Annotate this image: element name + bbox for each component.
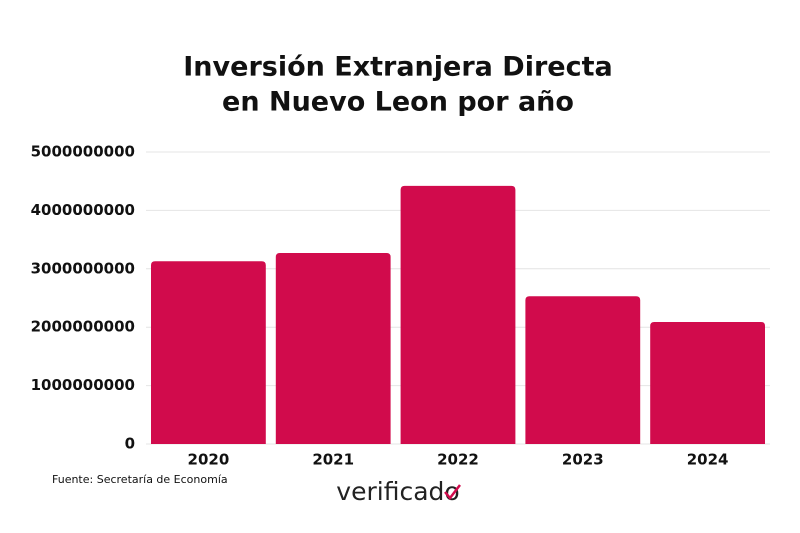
y-tick-label: 3000000000 [31,259,135,277]
bar [151,261,266,444]
bar [525,296,641,444]
bar [275,253,391,444]
chart-title: Inversión Extranjera Directa [183,52,612,83]
logo-check [444,484,461,500]
x-tick-label: 2020 [188,451,230,469]
source-note: Fuente: Secretaría de Economía [52,473,228,486]
x-tick-label: 2023 [562,451,604,469]
y-tick-label: 2000000000 [31,318,135,336]
logo: verificado [336,477,459,506]
x-tick-label: 2024 [687,451,729,469]
y-tick-label: 0 [125,435,135,453]
x-tick-label: 2022 [437,451,479,469]
y-tick-label: 4000000000 [31,201,135,219]
bar [650,321,765,444]
chart-title: en Nuevo Leon por año [222,87,574,118]
y-tick-label: 5000000000 [31,143,135,161]
x-tick-label: 2021 [312,451,354,469]
bar [400,185,516,444]
y-tick-label: 1000000000 [31,376,135,394]
